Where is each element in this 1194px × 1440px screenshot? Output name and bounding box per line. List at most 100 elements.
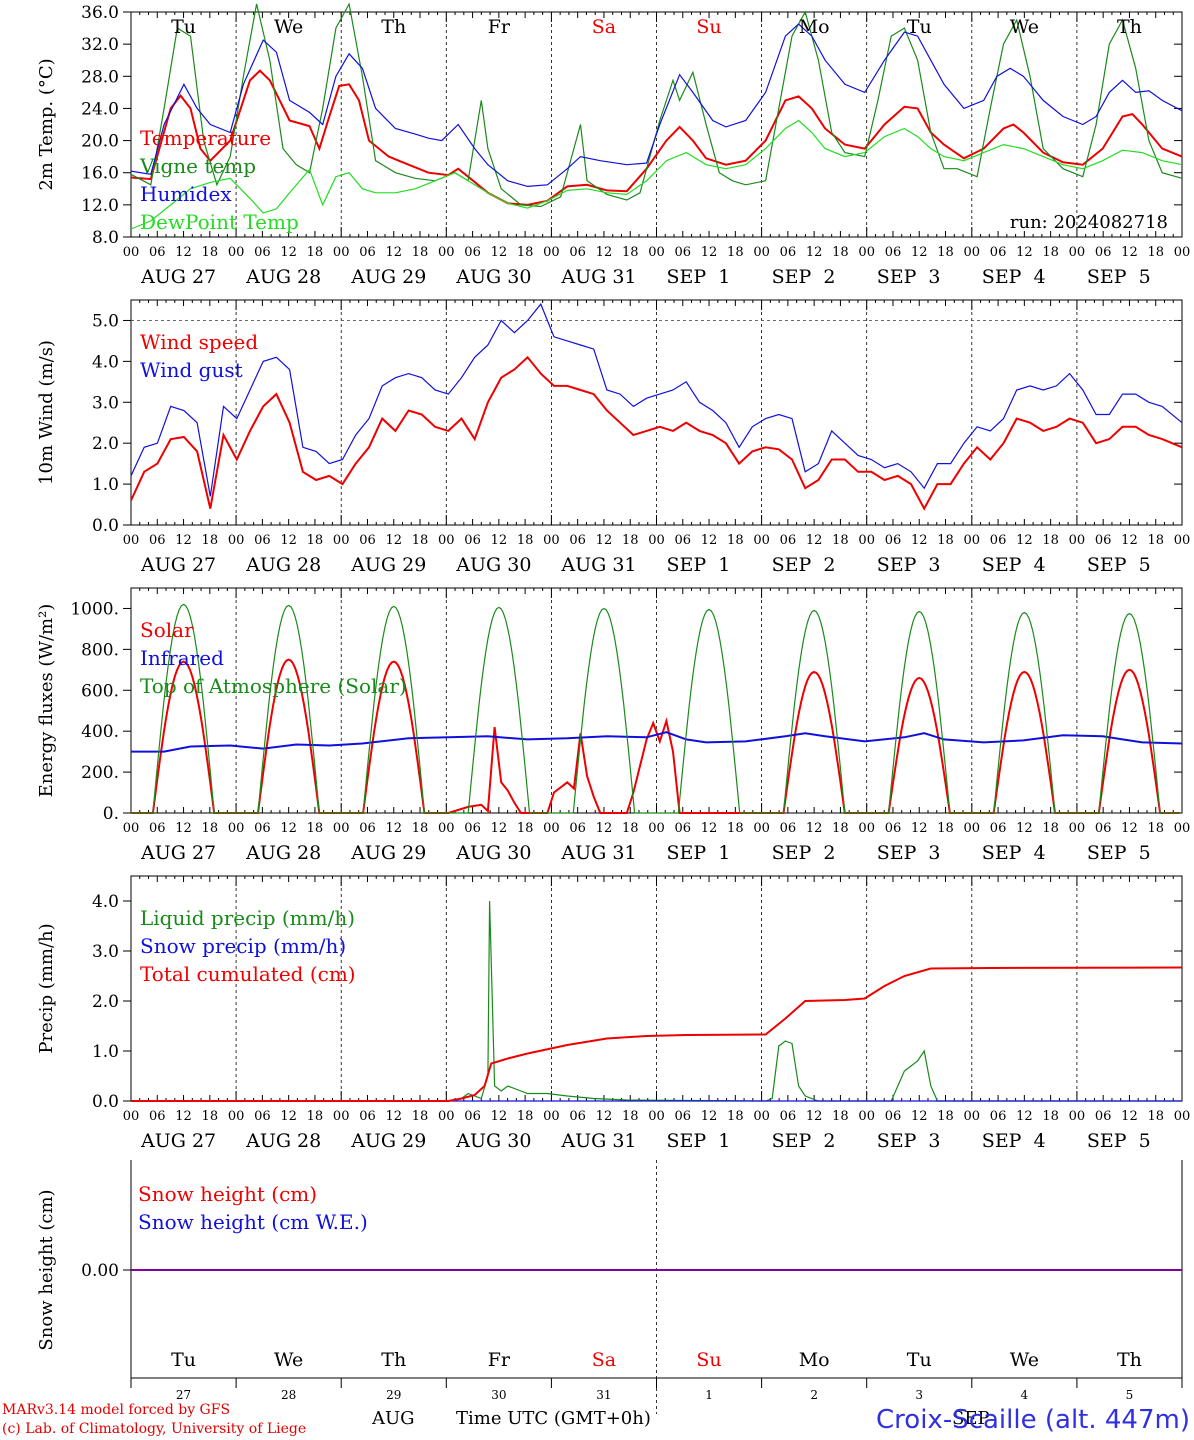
hour-tick-label: 06 bbox=[254, 245, 271, 260]
day-label: SEP 5 bbox=[1087, 554, 1151, 576]
series-line-humidex bbox=[130, 23, 1183, 188]
weekday-label-bottom: Sa bbox=[592, 1349, 616, 1371]
hour-tick-label: 18 bbox=[727, 1109, 744, 1124]
hour-tick-label: 00 bbox=[228, 821, 245, 836]
hour-tick-label: 12 bbox=[596, 245, 613, 260]
hour-tick-label: 06 bbox=[1095, 245, 1112, 260]
hour-tick-label: 06 bbox=[149, 533, 166, 548]
day-number-bottom: 27 bbox=[176, 1388, 191, 1402]
hour-tick-label: 18 bbox=[412, 533, 429, 548]
hour-tick-label: 18 bbox=[1147, 245, 1164, 260]
run-label: run: 2024082718 bbox=[1010, 212, 1168, 233]
hour-tick-label: 06 bbox=[149, 245, 166, 260]
footer-time-label: Time UTC (GMT+0h) bbox=[456, 1408, 651, 1429]
hour-tick-label: 06 bbox=[780, 821, 797, 836]
hour-tick-label: 00 bbox=[438, 821, 455, 836]
day-label: SEP 4 bbox=[982, 842, 1046, 864]
hour-tick-label: 12 bbox=[385, 533, 402, 548]
day-label: AUG 30 bbox=[455, 1130, 531, 1152]
hour-tick-label: 00 bbox=[438, 245, 455, 260]
y-tick-label: 800. bbox=[81, 640, 119, 660]
hour-tick-label: 18 bbox=[1042, 1109, 1059, 1124]
hour-tick-label: 00 bbox=[333, 821, 350, 836]
y-tick-label: 24.0 bbox=[81, 99, 119, 119]
hour-tick-label: 00 bbox=[543, 821, 560, 836]
hour-tick-label: 18 bbox=[832, 821, 849, 836]
day-label: AUG 29 bbox=[350, 266, 426, 288]
hour-tick-label: 12 bbox=[385, 245, 402, 260]
legend-entry: Total cumulated (cm) bbox=[140, 962, 356, 986]
hour-tick-label: 06 bbox=[990, 533, 1007, 548]
weekday-label-bottom: Th bbox=[381, 1349, 406, 1371]
hour-tick-label: 06 bbox=[149, 1109, 166, 1124]
hour-tick-label: 18 bbox=[517, 821, 534, 836]
weekday-label-top: Tu bbox=[907, 16, 932, 38]
hour-tick-label: 00 bbox=[333, 533, 350, 548]
y-tick-label: 3.0 bbox=[92, 393, 119, 413]
hour-tick-label: 00 bbox=[964, 821, 981, 836]
hour-tick-label: 00 bbox=[543, 1109, 560, 1124]
hour-tick-label: 12 bbox=[806, 1109, 823, 1124]
legend-entry: Solar bbox=[140, 618, 194, 642]
legend-entry: Wind gust bbox=[140, 358, 243, 382]
y-tick-label: 200. bbox=[81, 763, 119, 783]
hour-tick-label: 12 bbox=[385, 1109, 402, 1124]
legend-entry: Snow height (cm) bbox=[138, 1182, 317, 1206]
series-line-wind-speed bbox=[130, 355, 1183, 511]
hour-tick-label: 18 bbox=[307, 533, 324, 548]
series-line-infrared bbox=[131, 731, 1183, 753]
day-label: SEP 3 bbox=[877, 266, 941, 288]
hour-tick-label: 18 bbox=[1147, 821, 1164, 836]
day-label: AUG 30 bbox=[455, 266, 531, 288]
hour-tick-label: 06 bbox=[675, 533, 692, 548]
hour-tick-label: 06 bbox=[1095, 533, 1112, 548]
y-tick-label: 1.0 bbox=[92, 1042, 119, 1062]
hour-tick-label: 06 bbox=[149, 821, 166, 836]
day-label: AUG 30 bbox=[455, 554, 531, 576]
hour-tick-label: 06 bbox=[1095, 821, 1112, 836]
hour-tick-label: 18 bbox=[832, 533, 849, 548]
hour-tick-label: 12 bbox=[596, 821, 613, 836]
hour-tick-label: 00 bbox=[1069, 245, 1086, 260]
hour-tick-label: 12 bbox=[175, 1109, 192, 1124]
hour-tick-label: 06 bbox=[990, 1109, 1007, 1124]
hour-tick-label: 06 bbox=[569, 821, 586, 836]
hour-tick-label: 00 bbox=[123, 533, 140, 548]
hour-tick-label: 00 bbox=[123, 1109, 140, 1124]
series-line-wind-gust bbox=[130, 302, 1183, 497]
hour-tick-label: 06 bbox=[359, 245, 376, 260]
weekday-label-top: We bbox=[1010, 16, 1039, 38]
weekday-label-bottom: Fr bbox=[488, 1349, 511, 1371]
day-number-bottom: 28 bbox=[281, 1388, 296, 1402]
hour-tick-label: 06 bbox=[780, 533, 797, 548]
legend-entry: Humidex bbox=[140, 182, 232, 206]
hour-tick-label: 00 bbox=[543, 533, 560, 548]
legend-entry: Vigne temp bbox=[139, 154, 256, 178]
day-label: AUG 27 bbox=[140, 842, 216, 864]
hour-tick-label: 12 bbox=[280, 821, 297, 836]
y-tick-label: 4.0 bbox=[92, 352, 119, 372]
y-tick-label: 400. bbox=[81, 722, 119, 742]
day-label: SEP 3 bbox=[877, 554, 941, 576]
day-label: SEP 5 bbox=[1087, 842, 1151, 864]
footer-copyright: (c) Lab. of Climatology, University of L… bbox=[2, 1421, 306, 1437]
hour-tick-label: 12 bbox=[385, 821, 402, 836]
hour-tick-label: 00 bbox=[438, 533, 455, 548]
series-line-vigne-temp bbox=[130, 2, 1183, 208]
hour-tick-label: 12 bbox=[911, 533, 928, 548]
day-number-bottom: 1 bbox=[705, 1388, 713, 1402]
weekday-label-top: Sa bbox=[592, 16, 616, 38]
day-label: AUG 31 bbox=[560, 1130, 636, 1152]
series-line-total-cumulated-cm- bbox=[131, 966, 1183, 1102]
series-line-temperature bbox=[130, 69, 1183, 206]
hour-tick-label: 12 bbox=[1121, 245, 1138, 260]
hour-tick-label: 06 bbox=[464, 1109, 481, 1124]
hour-tick-label: 12 bbox=[280, 533, 297, 548]
day-label: AUG 30 bbox=[455, 842, 531, 864]
weekday-label-bottom: We bbox=[1010, 1349, 1039, 1371]
day-label: AUG 31 bbox=[560, 266, 636, 288]
y-axis-label: 2m Temp. (°C) bbox=[36, 58, 57, 190]
hour-tick-label: 00 bbox=[858, 1109, 875, 1124]
hour-tick-label: 06 bbox=[569, 1109, 586, 1124]
series-line-liquid-precip-mm-h- bbox=[131, 900, 1182, 1102]
